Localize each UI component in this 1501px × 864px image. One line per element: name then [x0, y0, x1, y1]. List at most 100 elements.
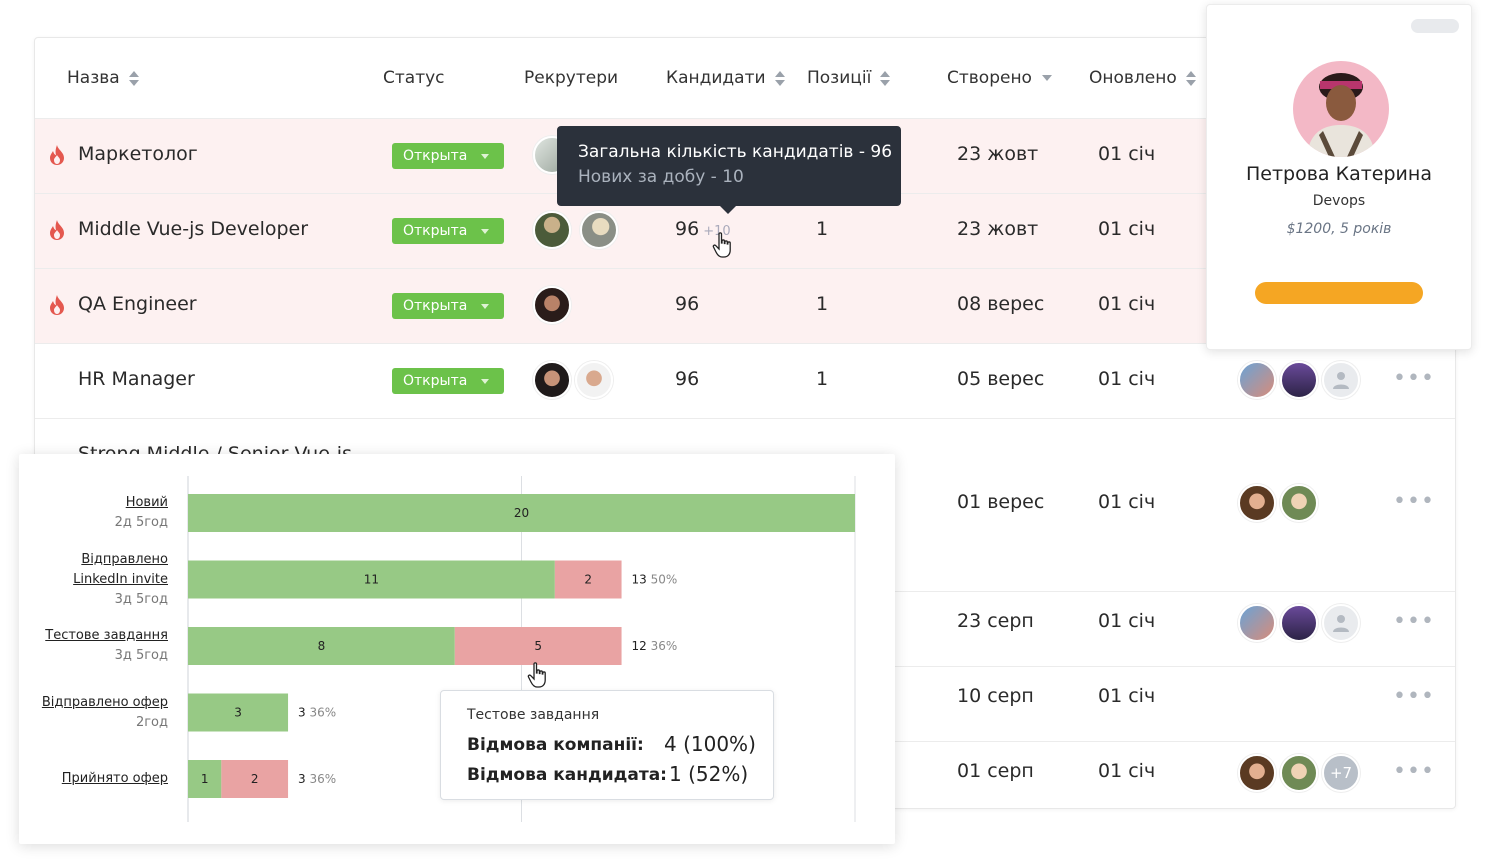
candidate-rejection-value: 1 (52%) [669, 762, 749, 786]
more-options-icon[interactable]: ••• [1393, 366, 1435, 391]
sort-icon[interactable] [880, 70, 891, 86]
updated-date: 01 січ [1098, 491, 1156, 513]
updated-date: 01 січ [1098, 685, 1156, 707]
table-header: Назва Статус Рекрутери Кандидати Позиції… [35, 38, 1455, 118]
sort-icon[interactable] [128, 70, 139, 86]
header-status: Статус [383, 68, 445, 88]
status-dropdown[interactable]: Открыта [392, 293, 504, 319]
status-dropdown[interactable]: Открыта [392, 218, 504, 244]
avatar[interactable] [575, 361, 613, 399]
bar-passed[interactable] [188, 560, 555, 599]
positions-count: 1 [816, 293, 829, 315]
candidates-count[interactable]: 96 [675, 293, 700, 315]
sort-icon[interactable] [774, 70, 785, 86]
user-placeholder-icon[interactable] [1322, 604, 1360, 642]
bar-total-label: 3 36% [298, 706, 336, 720]
bar-value-label: 1 [201, 772, 209, 786]
bar-rejected[interactable] [554, 560, 622, 599]
created-date: 23 жовт [957, 143, 1039, 165]
stage-label[interactable]: Прийнято офер [62, 769, 168, 789]
candidates-count[interactable]: 96 [675, 368, 700, 390]
bar-total-label: 3 36% [298, 772, 336, 786]
more-options-icon[interactable]: ••• [1393, 489, 1435, 514]
table-row[interactable]: HR Manager Открыта 96 1 05 верес 01 січ … [35, 343, 1455, 418]
avatar[interactable] [1280, 604, 1318, 642]
status-dropdown[interactable]: Открыта [392, 143, 504, 169]
updated-date: 01 січ [1098, 143, 1156, 165]
candidate-rejection-label: Відмова кандидата: [467, 765, 667, 785]
avatar[interactable] [1280, 361, 1318, 399]
more-options-icon[interactable]: ••• [1393, 609, 1435, 634]
stage-time: 3д 5год [114, 591, 168, 607]
avatar[interactable] [1238, 754, 1276, 792]
more-options-icon[interactable]: ••• [1393, 684, 1435, 709]
avatar[interactable] [1280, 754, 1318, 792]
avatar[interactable] [1238, 361, 1276, 399]
created-date: 01 серп [957, 760, 1034, 782]
bar-passed[interactable] [188, 494, 855, 532]
header-updated[interactable]: Оновлено [1089, 68, 1196, 88]
vacancy-name[interactable]: QA Engineer [78, 293, 197, 315]
avatar[interactable] [1238, 604, 1276, 642]
avatar[interactable] [533, 286, 571, 324]
more-recruiters-badge[interactable]: +7 [1322, 754, 1360, 792]
updated-date: 01 січ [1098, 218, 1156, 240]
card-handle[interactable] [1411, 19, 1459, 33]
header-recruiters: Рекрутери [524, 68, 619, 88]
stage-label[interactable]: Тестове завдання 3д 5год [45, 626, 168, 666]
stage-name[interactable]: Відправлено офер [41, 694, 168, 710]
more-options-icon[interactable]: ••• [1393, 759, 1435, 784]
stage-name[interactable]: Новий [125, 495, 168, 510]
bar-passed[interactable] [188, 693, 289, 732]
table-row[interactable]: 23 серп 01 січ ••• [35, 591, 1455, 666]
candidates-tooltip: Загальна кількість кандидатів - 96 Нових… [557, 126, 901, 214]
bar-total-label: 13 50% [632, 573, 678, 587]
updated-date: 01 січ [1098, 610, 1156, 632]
bar-rejected[interactable] [221, 760, 289, 798]
table-row[interactable]: Strong Middle / Senior Vue-js 01 верес 0… [35, 418, 1455, 591]
hand-cursor-icon [712, 232, 731, 258]
sort-icon[interactable] [1185, 70, 1196, 86]
stage-label[interactable]: Новий 2д 5год [115, 493, 168, 533]
created-date: 05 верес [957, 368, 1045, 390]
avatar[interactable] [1238, 484, 1276, 522]
bar-passed[interactable] [188, 760, 222, 798]
funnel-chart-card: 20 11 2 13 50% 8 5 12 36% 3 3 36% 1 2 3 36% Новий 2д… [19, 454, 895, 844]
stage-name[interactable]: LinkedIn invite [73, 571, 168, 587]
header-positions[interactable]: Позиції [807, 68, 891, 88]
chevron-down-icon [481, 153, 490, 159]
bar-rejected[interactable] [454, 627, 622, 665]
avatar[interactable] [1280, 484, 1318, 522]
stage-name[interactable]: Відправлено [81, 551, 168, 567]
avatar[interactable] [580, 211, 618, 249]
header-candidates[interactable]: Кандидати [666, 68, 785, 88]
avatar[interactable] [533, 211, 571, 249]
tooltip-total: Загальна кількість кандидатів - 96 [578, 142, 893, 162]
stage-time: 2год [135, 714, 168, 730]
stage-time: 3д 5год [114, 648, 168, 663]
status-dropdown[interactable]: Открыта [392, 368, 504, 394]
header-created[interactable]: Створено [947, 68, 1052, 88]
positions-count: 1 [816, 368, 829, 390]
tooltip-stage-title: Тестове завдання [467, 707, 600, 723]
sort-desc-icon[interactable] [1041, 75, 1052, 81]
vacancy-name[interactable]: HR Manager [78, 368, 195, 390]
vacancy-name[interactable]: Маркетолог [78, 143, 198, 165]
profile-action-bar[interactable] [1255, 282, 1423, 304]
avatar[interactable] [533, 361, 571, 399]
vacancy-name[interactable]: Middle Vue-js Developer [78, 218, 309, 240]
fire-icon [50, 145, 64, 165]
stage-label[interactable]: Відправлено офер 2год [42, 693, 168, 733]
bar-value-label: 20 [514, 506, 529, 520]
header-name[interactable]: Назва [67, 68, 139, 88]
candidates-count[interactable]: 96 +10 [675, 218, 731, 240]
stage-name[interactable]: Прийнято офер [61, 771, 168, 786]
bar-passed[interactable] [188, 627, 455, 665]
user-placeholder-icon[interactable] [1322, 361, 1360, 399]
stage-label[interactable]: Відправлено LinkedIn invite 3д 5год [73, 550, 168, 610]
positions-count: 1 [816, 218, 829, 240]
funnel-chart: 20 11 2 13 50% 8 5 12 36% 3 3 36% 1 2 3 36% [187, 476, 856, 822]
stage-name[interactable]: Тестове завдання [45, 628, 168, 643]
chevron-down-icon [481, 228, 490, 234]
created-date: 01 верес [957, 491, 1045, 513]
